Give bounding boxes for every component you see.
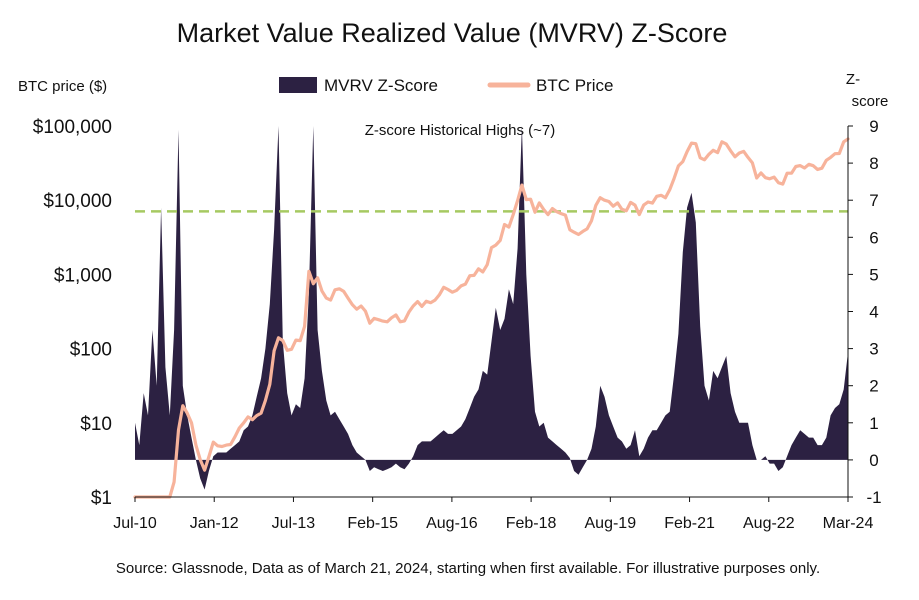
y-right-axis-ticks: -1 0 1 2 3 4 5 6 7 8 9 <box>848 117 882 507</box>
source-note: Source: Glassnode, Data as of March 21, … <box>116 560 820 577</box>
y-left-axis-title: BTC price ($) <box>18 78 107 95</box>
y-right-tick-label: 1 <box>869 414 878 433</box>
y-left-tick-label: $10,000 <box>43 191 112 212</box>
x-tick-label: Jul-13 <box>272 515 316 532</box>
y-right-tick-label: 2 <box>869 377 878 396</box>
y-right-axis-title-line-2: score <box>852 93 889 110</box>
legend-label-mvrv-z-score: MVRV Z-Score <box>324 76 438 95</box>
x-axis-ticks: Jul-10 Jan-12 Jul-13 Feb-15 Aug-16 Feb-18 Aug-… <box>113 497 873 532</box>
y-left-tick-label: $100,000 <box>33 117 112 138</box>
plot-area <box>133 126 850 499</box>
legend: MVRV Z-Score BTC Price <box>279 76 613 95</box>
legend-label-btc-price: BTC Price <box>536 76 613 95</box>
y-right-tick-label: 5 <box>869 265 878 284</box>
chart-title: Market Value Realized Value (MVRV) Z-Sco… <box>177 18 728 48</box>
y-left-axis-ticks: $1 $10 $100 $1,000 $10,000 $100,000 <box>33 117 112 509</box>
y-right-tick-label: 3 <box>869 340 878 359</box>
y-left-tick-label: $1 <box>91 488 112 509</box>
y-right-tick-label: 4 <box>869 303 878 322</box>
y-right-tick-label: 8 <box>869 154 878 173</box>
x-tick-label: Aug-19 <box>585 515 637 532</box>
y-right-axis-title-line-1: Z- <box>846 71 860 88</box>
y-left-tick-label: $10 <box>80 414 112 435</box>
btc-price-line <box>133 137 850 499</box>
y-right-tick-label: 0 <box>869 451 878 470</box>
x-tick-label: Feb-15 <box>347 515 398 532</box>
x-tick-label: Jan-12 <box>190 515 239 532</box>
y-right-tick-label: 9 <box>869 117 878 136</box>
zscore-highs-annotation: Z-score Historical Highs (~7) <box>365 122 555 139</box>
x-tick-label: Mar-24 <box>823 515 874 532</box>
y-right-tick-label: 7 <box>869 191 878 210</box>
x-tick-label: Aug-22 <box>743 515 795 532</box>
y-left-tick-label: $100 <box>70 340 112 361</box>
legend-swatch-mvrv-z-score <box>279 77 317 93</box>
y-left-tick-label: $1,000 <box>54 265 112 286</box>
y-right-tick-label: -1 <box>866 488 881 507</box>
x-tick-label: Jul-10 <box>113 515 157 532</box>
x-tick-label: Feb-18 <box>506 515 557 532</box>
x-tick-label: Aug-16 <box>426 515 478 532</box>
y-right-tick-label: 6 <box>869 228 878 247</box>
x-tick-label: Feb-21 <box>664 515 715 532</box>
mvrv-z-score-area <box>135 126 848 490</box>
